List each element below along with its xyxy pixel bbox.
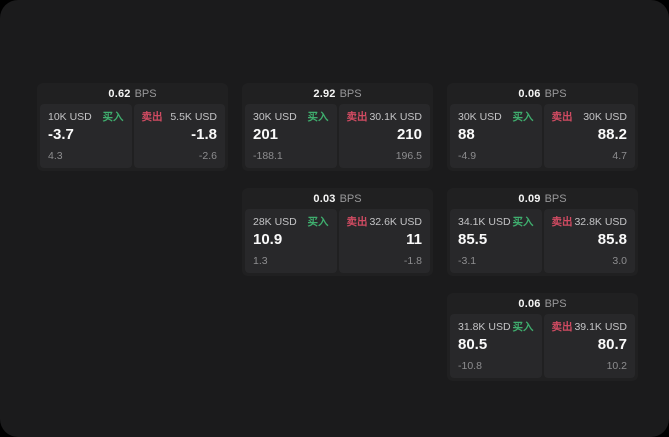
sell-label: 卖出 (346, 111, 368, 123)
sell-panel[interactable]: 卖出 30.1K USD 210 196.5 (338, 104, 430, 168)
bps-unit-label: BPS (544, 297, 567, 310)
sell-delta: -1.8 (403, 255, 422, 267)
buy-price: 85.5 (458, 231, 488, 248)
buy-label: 买入 (102, 111, 124, 123)
sell-label: 卖出 (346, 216, 368, 228)
quote-card: 0.09 BPS 34.1K USD 买入 85.5 -3.1 卖出 32.8K… (447, 188, 638, 276)
buy-panel[interactable]: 28K USD 买入 10.9 1.3 (245, 209, 337, 273)
card-header: 2.92 BPS (242, 83, 433, 104)
sell-price: -1.8 (191, 126, 217, 143)
sell-panel[interactable]: 卖出 5.5K USD -1.8 -2.6 (133, 104, 225, 168)
sell-price: 11 (406, 231, 422, 248)
bps-value: 0.06 (518, 87, 541, 100)
sell-delta: 3.0 (612, 255, 627, 267)
buy-notional: 10K USD (48, 111, 92, 123)
buy-price: -3.7 (48, 126, 74, 143)
bps-unit-label: BPS (339, 87, 362, 100)
sell-delta: 196.5 (395, 150, 422, 162)
bps-value: 2.92 (313, 87, 336, 100)
buy-notional: 30K USD (458, 111, 502, 123)
bps-value: 0.03 (313, 192, 336, 205)
buy-panel[interactable]: 10K USD 买入 -3.7 4.3 (40, 104, 132, 168)
buy-panel[interactable]: 34.1K USD 买入 85.5 -3.1 (450, 209, 542, 273)
buy-panel[interactable]: 30K USD 买入 88 -4.9 (450, 104, 542, 168)
sell-notional: 32.6K USD (369, 216, 422, 228)
sell-label: 卖出 (551, 216, 573, 228)
sell-label: 卖出 (551, 321, 573, 333)
buy-delta: -3.1 (458, 255, 477, 267)
sell-notional: 5.5K USD (170, 111, 217, 123)
buy-delta: 1.3 (253, 255, 268, 267)
sell-panel[interactable]: 卖出 32.6K USD 11 -1.8 (338, 209, 430, 273)
card-header: 0.62 BPS (37, 83, 228, 104)
sell-panel[interactable]: 卖出 39.1K USD 80.7 10.2 (543, 314, 635, 378)
sell-notional: 32.8K USD (574, 216, 627, 228)
sell-notional: 39.1K USD (574, 321, 627, 333)
sell-price: 80.7 (597, 336, 627, 353)
sell-notional: 30.1K USD (369, 111, 422, 123)
buy-price: 10.9 (253, 231, 283, 248)
bps-unit-label: BPS (134, 87, 157, 100)
sell-price: 88.2 (597, 126, 627, 143)
buy-panel[interactable]: 30K USD 买入 201 -188.1 (245, 104, 337, 168)
quote-card: 2.92 BPS 30K USD 买入 201 -188.1 卖出 30.1K … (242, 83, 433, 171)
sell-panel[interactable]: 卖出 32.8K USD 85.8 3.0 (543, 209, 635, 273)
buy-label: 买入 (307, 111, 329, 123)
quote-card: 0.03 BPS 28K USD 买入 10.9 1.3 卖出 32.6K US… (242, 188, 433, 276)
card-header: 0.09 BPS (447, 188, 638, 209)
buy-delta: -188.1 (253, 150, 283, 162)
sell-price: 85.8 (597, 231, 627, 248)
quote-card: 0.62 BPS 10K USD 买入 -3.7 4.3 卖出 5.5K USD… (37, 83, 228, 171)
sell-notional: 30K USD (583, 111, 627, 123)
buy-price: 88 (458, 126, 475, 143)
sell-delta: -2.6 (198, 150, 217, 162)
buy-delta: -10.8 (458, 360, 482, 372)
buy-notional: 31.8K USD (458, 321, 511, 333)
sell-delta: 10.2 (606, 360, 627, 372)
buy-label: 买入 (512, 321, 534, 333)
bps-unit-label: BPS (339, 192, 362, 205)
sell-label: 卖出 (141, 111, 163, 123)
buy-panel[interactable]: 31.8K USD 买入 80.5 -10.8 (450, 314, 542, 378)
quote-card: 0.06 BPS 30K USD 买入 88 -4.9 卖出 30K USD 8… (447, 83, 638, 171)
bps-value: 0.09 (518, 192, 541, 205)
bps-value: 0.62 (108, 87, 131, 100)
buy-notional: 28K USD (253, 216, 297, 228)
bps-unit-label: BPS (544, 192, 567, 205)
buy-price: 201 (253, 126, 279, 143)
bps-value: 0.06 (518, 297, 541, 310)
buy-label: 买入 (307, 216, 329, 228)
sell-price: 210 (396, 126, 422, 143)
buy-delta: 4.3 (48, 150, 63, 162)
buy-label: 买入 (512, 216, 534, 228)
card-header: 0.06 BPS (447, 83, 638, 104)
buy-delta: -4.9 (458, 150, 477, 162)
quote-card: 0.06 BPS 31.8K USD 买入 80.5 -10.8 卖出 39.1… (447, 293, 638, 381)
card-header: 0.03 BPS (242, 188, 433, 209)
buy-price: 80.5 (458, 336, 488, 353)
bps-unit-label: BPS (544, 87, 567, 100)
sell-panel[interactable]: 卖出 30K USD 88.2 4.7 (543, 104, 635, 168)
buy-label: 买入 (512, 111, 534, 123)
buy-notional: 34.1K USD (458, 216, 511, 228)
sell-label: 卖出 (551, 111, 573, 123)
sell-delta: 4.7 (612, 150, 627, 162)
card-header: 0.06 BPS (447, 293, 638, 314)
buy-notional: 30K USD (253, 111, 297, 123)
